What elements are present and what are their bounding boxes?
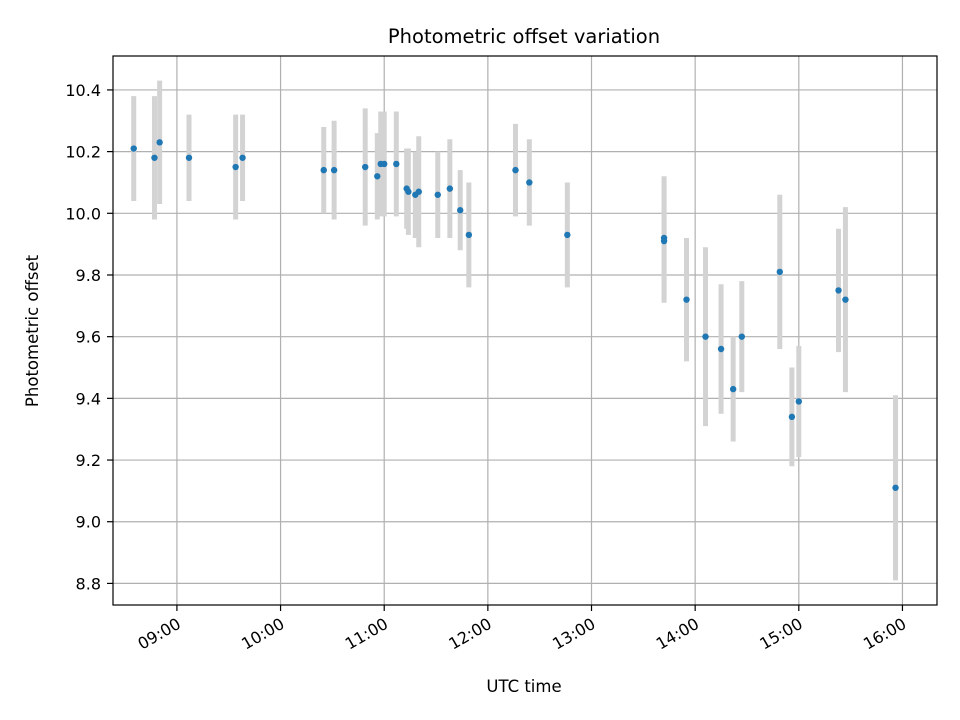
y-tick-label: 9.8 [76,266,101,285]
data-point [660,237,668,245]
data-point [457,207,464,214]
data-point [330,166,338,174]
data-point [776,268,784,276]
data-point [465,231,473,239]
data-point [185,154,193,161]
grid [113,56,937,605]
data-point [362,163,369,171]
data-point [738,333,745,340]
data-point [717,345,725,353]
data-point [151,154,158,161]
y-axis-ticks: 8.8 9.0 9.2 9.4 9.6 9.8 10.0 10.2 10.4 [65,81,113,593]
y-tick-label: 10.0 [65,204,101,223]
data-point [232,163,239,171]
plot-frame [112,55,938,606]
data-point [729,385,737,393]
data-point [405,188,412,195]
data-point [393,160,400,168]
y-tick-label: 10.4 [65,81,101,100]
data-point [892,484,899,491]
y-axis-title: Photometric offset [23,254,42,407]
x-axis-title: UTC time [486,677,561,696]
data-point [320,166,327,174]
data-point [130,145,137,152]
y-tick-label: 9.0 [76,513,101,532]
y-tick-label: 9.6 [76,328,101,347]
data-points [130,139,899,491]
data-point [239,154,246,161]
data-point [415,188,422,195]
y-tick-label: 10.2 [65,143,101,162]
data-point [512,166,519,174]
data-point [446,185,454,192]
data-point [156,139,163,146]
data-point [702,333,709,340]
data-point [526,179,533,186]
y-tick-label: 9.4 [76,389,101,408]
y-tick-label: 9.2 [76,451,101,470]
data-point [374,173,381,180]
data-point [835,287,842,294]
data-point [434,191,441,198]
data-point [788,413,796,421]
data-point [795,398,803,405]
data-point [381,160,388,168]
data-point [842,296,849,303]
chart-title: Photometric offset variation [388,25,660,48]
data-point [564,231,571,239]
data-point [683,296,690,303]
y-tick-label: 8.8 [76,574,101,593]
